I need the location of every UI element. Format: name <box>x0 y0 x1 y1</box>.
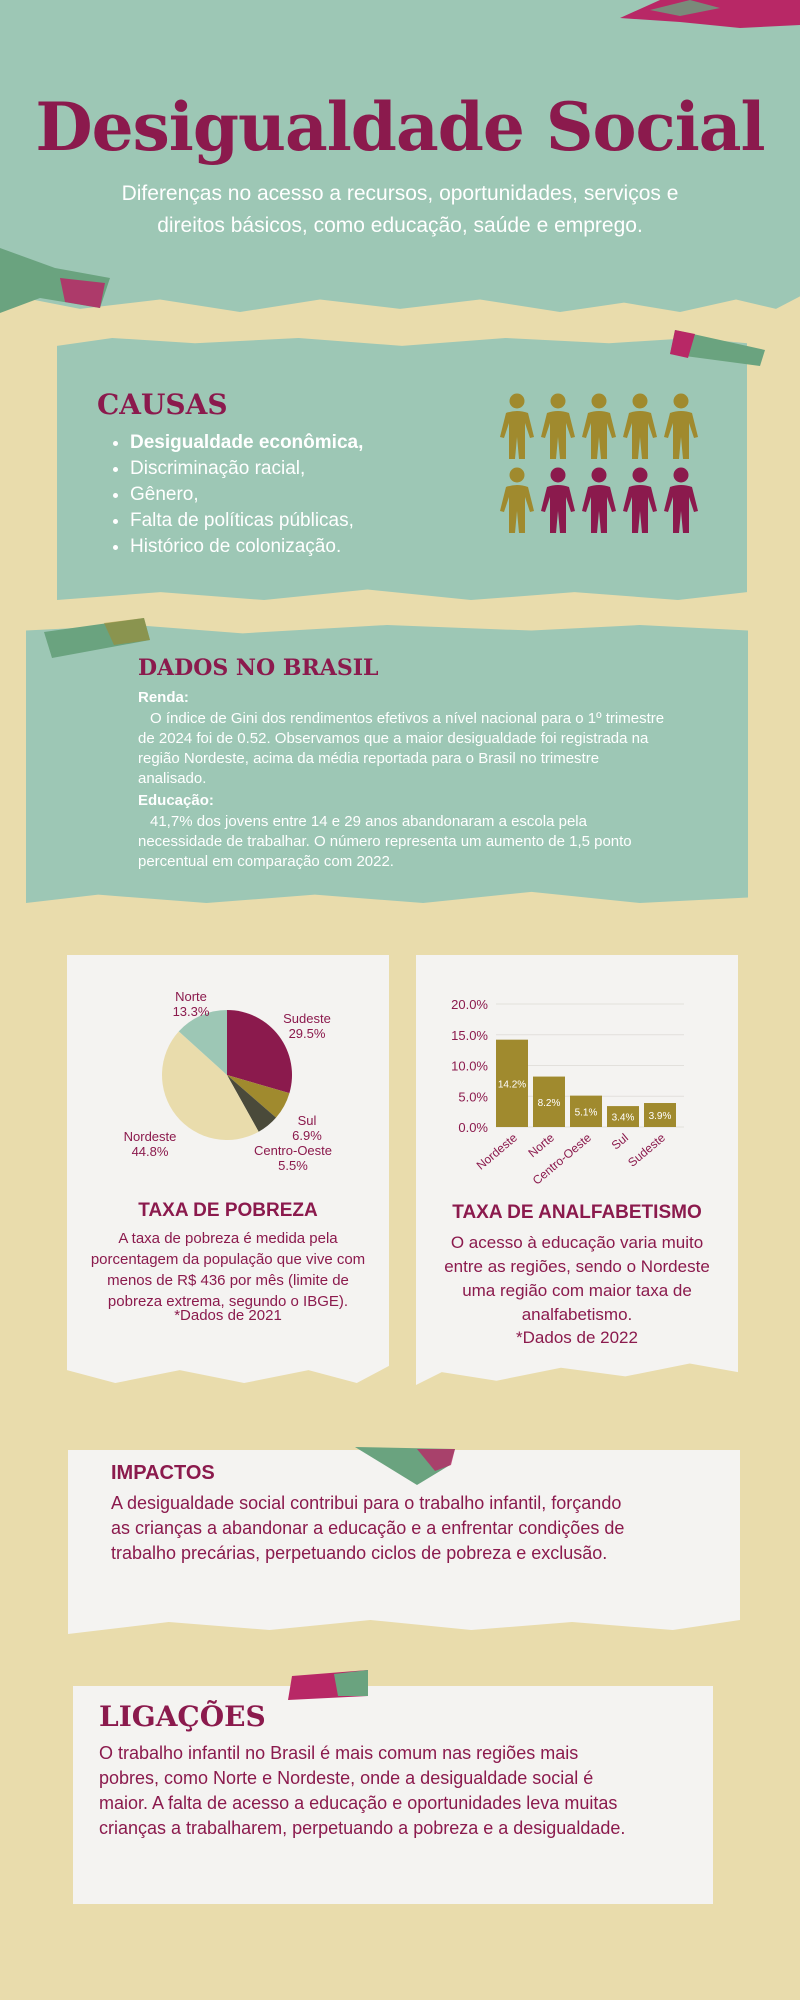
causes-item: Desigualdade econômica, <box>130 430 363 456</box>
bar-category-label: Nordeste <box>474 1130 521 1172</box>
causes-item: Histórico de colonização. <box>130 534 363 560</box>
causes-list: Desigualdade econômica, Discriminação ra… <box>130 430 363 560</box>
poverty-text: A taxa de pobreza é medida pela porcenta… <box>90 1230 366 1310</box>
person-icon <box>500 393 534 459</box>
person-icon <box>664 467 698 533</box>
illiteracy-text: O acesso à educação varia muito entre as… <box>444 1233 710 1324</box>
person-icon <box>582 393 616 459</box>
person-icon <box>623 393 657 459</box>
bar-category-label: Sul <box>609 1131 631 1153</box>
causes-panel <box>57 338 747 600</box>
illiteracy-note: *Dados de 2022 <box>516 1328 638 1347</box>
person-icon <box>500 467 534 533</box>
bar-ytick-label: 15.0% <box>451 1028 488 1043</box>
bar-category-label: Norte <box>525 1130 557 1160</box>
causes-item: Gênero, <box>130 482 363 508</box>
bar-ytick-label: 0.0% <box>458 1120 488 1135</box>
page-subtitle: Diferenças no acesso a recursos, oportun… <box>121 182 679 237</box>
bar-value-label: 14.2% <box>498 1079 526 1090</box>
bar <box>607 1106 639 1127</box>
tape-decoration-data <box>44 618 150 658</box>
page-title: Desigualdade Social <box>35 88 765 166</box>
pie-category-label: Sul <box>298 1113 317 1128</box>
pie-category-label: Centro-Oeste <box>254 1143 332 1158</box>
impacts-text: A desigualdade social contribui para o t… <box>111 1493 625 1563</box>
causes-title: CAUSAS <box>97 388 228 421</box>
bar-value-label: 3.4% <box>612 1113 635 1124</box>
bar-ytick-label: 5.0% <box>458 1089 488 1104</box>
poverty-title: TAXA DE POBREZA <box>138 1200 318 1221</box>
bar <box>533 1076 565 1127</box>
educacao-label: Educação: <box>138 792 214 809</box>
people-icons <box>500 393 698 533</box>
pie-slice <box>227 1075 277 1132</box>
impacts-panel <box>68 1450 740 1634</box>
causes-item: Discriminação racial, <box>130 456 363 482</box>
pie-value-label: 13.3% <box>173 1004 210 1019</box>
tape-decoration-impacts <box>355 1447 455 1485</box>
tape-decoration-top-right <box>620 0 800 28</box>
illiteracy-card <box>416 955 738 1385</box>
tape-decoration-left <box>0 248 110 313</box>
bar-ytick-label: 10.0% <box>451 1059 488 1074</box>
links-title: LIGAÇÕES <box>99 1700 266 1733</box>
bar-value-label: 5.1% <box>575 1107 598 1118</box>
renda-text: O índice de Gini dos rendimentos efetivo… <box>138 710 665 787</box>
impacts-title: IMPACTOS <box>111 1462 215 1484</box>
links-panel <box>73 1686 713 1904</box>
pie-category-label: Sudeste <box>283 1011 331 1026</box>
bar-value-label: 3.9% <box>649 1111 672 1122</box>
data-panel <box>26 625 748 903</box>
educacao-text: 41,7% dos jovens entre 14 e 29 anos aban… <box>138 813 632 870</box>
pie-slice <box>162 1031 259 1140</box>
person-icon <box>664 393 698 459</box>
pie-category-label: Nordeste <box>124 1129 177 1144</box>
pie-value-label: 29.5% <box>289 1026 326 1041</box>
bar <box>644 1103 676 1127</box>
tape-decoration-causes <box>670 330 765 366</box>
bar <box>496 1039 528 1127</box>
data-title: DADOS NO BRASIL <box>138 655 379 681</box>
pie-value-label: 6.9% <box>292 1128 322 1143</box>
pie-slice <box>227 1075 290 1118</box>
bar-ytick-label: 20.0% <box>451 997 488 1012</box>
person-icon <box>541 467 575 533</box>
person-icon <box>623 467 657 533</box>
header-banner <box>0 0 800 312</box>
pie-slice <box>227 1010 292 1094</box>
illiteracy-bar-chart: 0.0% 5.0% 10.0% 15.0% 20.0% 14.2% Nordeste 8.2%… <box>451 997 684 1188</box>
tape-decoration-links <box>288 1670 368 1700</box>
pie-category-label: Norte <box>175 989 207 1004</box>
bar-value-label: 8.2% <box>538 1098 561 1109</box>
pie-slice <box>178 1010 227 1075</box>
pie-value-label: 5.5% <box>278 1158 308 1173</box>
links-text: O trabalho infantil no Brasil é mais com… <box>99 1743 626 1838</box>
renda-label: Renda: <box>138 689 189 706</box>
illiteracy-title: TAXA DE ANALFABETISMO <box>452 1202 702 1223</box>
person-icon <box>541 393 575 459</box>
person-icon <box>582 467 616 533</box>
bar <box>570 1095 602 1127</box>
poverty-note: *Dados de 2021 <box>174 1307 282 1324</box>
bar-category-label: Sudeste <box>625 1130 668 1169</box>
causes-item: Falta de políticas públicas, <box>130 508 363 534</box>
pie-value-label: 44.8% <box>132 1144 169 1159</box>
